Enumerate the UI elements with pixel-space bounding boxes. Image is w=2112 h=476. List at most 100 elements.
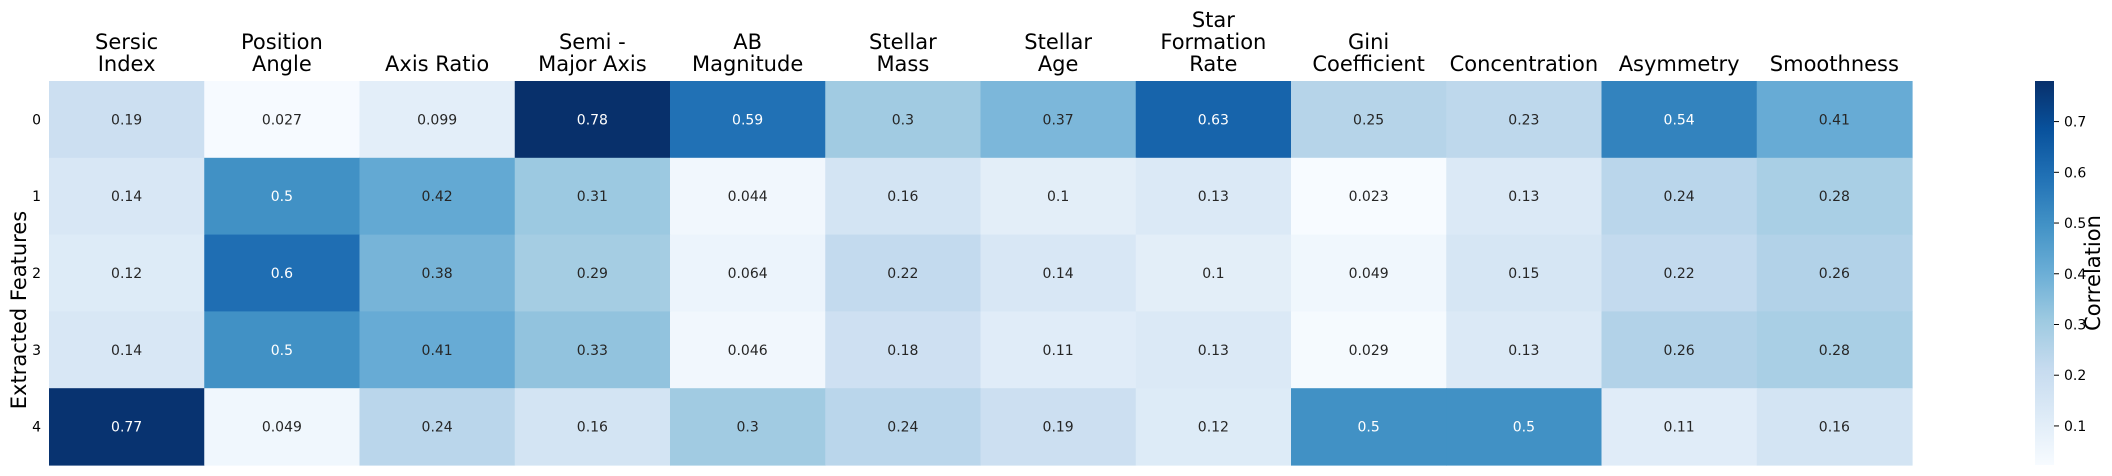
heatmap-cell (1601, 157, 1758, 236)
heatmap-cell (1291, 388, 1447, 466)
cell-value-label: 0.046 (728, 343, 768, 359)
cell-value-label: 0.26 (1664, 343, 1695, 359)
column-label: Stellar (869, 30, 937, 54)
heatmap-cell (359, 234, 516, 312)
column-label: Magnitude (692, 52, 803, 76)
cell-value-label: 0.16 (887, 189, 918, 205)
column-label: Stellar (1024, 30, 1092, 54)
cell-value-label: 0.13 (1508, 343, 1539, 359)
cell-value-label: 0.28 (1819, 189, 1850, 205)
cell-value-label: 0.41 (1819, 112, 1850, 128)
cell-value-label: 0.59 (732, 112, 763, 128)
column-label: AB (733, 30, 762, 54)
cell-value-label: 0.78 (577, 112, 608, 128)
heatmap-cell (980, 311, 1137, 389)
heatmap-cell (1756, 388, 1913, 466)
cell-value-label: 0.19 (111, 112, 142, 128)
cell-value-label: 0.29 (577, 266, 608, 282)
cell-value-label: 0.33 (577, 343, 608, 359)
cell-value-label: 0.11 (1664, 420, 1695, 436)
colorbar-ticks: 0.1 0.2 0.3 0.4 0.5 0.6 0.7 (2054, 115, 2086, 435)
column-label: Semi - (559, 30, 626, 54)
column-label: Sersic (95, 30, 158, 54)
cell-value-label: 0.24 (1664, 189, 1695, 205)
heatmap-cell (1135, 311, 1292, 389)
cell-value-label: 0.16 (577, 420, 608, 436)
cell-value-label: 0.77 (111, 420, 142, 436)
column-label: Rate (1189, 52, 1237, 76)
heatmap-cell (204, 311, 361, 389)
heatmap-cell (1446, 388, 1603, 466)
column-label: Mass (876, 52, 929, 76)
cell-value-label: 0.22 (1664, 266, 1695, 282)
colorbar-tick-label: 0.6 (2064, 165, 2086, 181)
heatmap-cell (1135, 157, 1292, 236)
heatmap-cell (825, 81, 982, 159)
cell-value-label: 0.42 (422, 189, 453, 205)
cell-value-label: 0.22 (887, 266, 918, 282)
cell-value-label: 0.16 (1819, 420, 1850, 436)
heatmap-cell (980, 388, 1137, 466)
column-label: Age (1038, 52, 1079, 76)
cell-value-label: 0.37 (1043, 112, 1074, 128)
cell-value-label: 0.12 (111, 266, 142, 282)
cell-value-label: 0.044 (728, 189, 768, 205)
column-label: Axis Ratio (385, 52, 489, 76)
row-label: 0 (32, 112, 41, 128)
colorbar-tick-label: 0.7 (2064, 115, 2086, 131)
heatmap-cell (359, 311, 516, 389)
heatmap-cell (1135, 234, 1292, 312)
colorbar-tick-label: 0.2 (2064, 368, 2086, 384)
cell-value-label: 0.41 (422, 343, 453, 359)
heatmap-cell (1446, 157, 1603, 236)
cell-value-label: 0.1 (1202, 266, 1224, 282)
cell-value-label: 0.38 (422, 266, 453, 282)
heatmap-cell (1291, 234, 1447, 312)
column-label: Asymmetry (1619, 52, 1740, 76)
heatmap-cell (1601, 388, 1758, 466)
heatmap-cell (359, 157, 516, 236)
heatmap-cell (204, 234, 361, 312)
cell-value-label: 0.049 (262, 420, 302, 436)
cell-value-label: 0.027 (262, 112, 302, 128)
heatmap-cell (1756, 234, 1913, 312)
heatmap-cell (1291, 81, 1447, 159)
column-label: Smoothness (1770, 52, 1899, 76)
heatmap-cell (1756, 311, 1913, 389)
heatmap-cell (1446, 81, 1603, 159)
cell-value-label: 0.15 (1508, 266, 1539, 282)
heatmap-cell (49, 311, 205, 389)
cell-value-label: 0.11 (1043, 343, 1074, 359)
heatmap-cell (359, 388, 516, 466)
heatmap-cell (514, 81, 671, 159)
heatmap-cell (1446, 311, 1603, 389)
cell-value-label: 0.31 (577, 189, 608, 205)
cell-value-label: 0.24 (422, 420, 453, 436)
heatmap-cell (1601, 311, 1758, 389)
heatmap-cell (49, 81, 205, 159)
heatmap-cell (825, 157, 982, 236)
row-label: 2 (32, 266, 41, 282)
heatmap-cell (514, 311, 671, 389)
column-label: Formation (1160, 30, 1266, 54)
cell-value-label: 0.5 (271, 189, 293, 205)
row-label: 4 (32, 420, 41, 436)
heatmap-cell (1601, 81, 1758, 159)
heatmap-cell (1756, 157, 1913, 236)
cell-value-label: 0.5 (271, 343, 293, 359)
cell-value-label: 0.1 (1047, 189, 1069, 205)
cell-value-label: 0.14 (111, 343, 142, 359)
heatmap-cell (1291, 311, 1447, 389)
colorbar-tick-label: 0.5 (2064, 216, 2086, 232)
cell-value-label: 0.3 (736, 420, 758, 436)
cell-value-label: 0.13 (1508, 189, 1539, 205)
heatmap-cell (980, 234, 1137, 312)
cell-value-label: 0.5 (1513, 420, 1535, 436)
heatmap-cell (1446, 234, 1603, 312)
column-label: Coefficient (1312, 52, 1425, 76)
cell-value-label: 0.24 (887, 420, 918, 436)
heatmap-cell (670, 388, 826, 466)
colorbar-title: Correlation (2081, 215, 2105, 331)
cell-value-label: 0.5 (1357, 420, 1379, 436)
